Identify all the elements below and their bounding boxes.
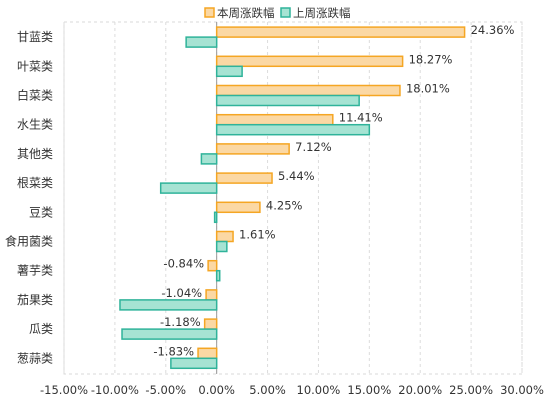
bar-last-week bbox=[159, 182, 218, 194]
bar-last-week bbox=[121, 328, 218, 340]
category-label: 食用菌类 bbox=[5, 234, 53, 249]
bars bbox=[119, 26, 466, 370]
data-label: 1.61% bbox=[239, 228, 276, 242]
bar-this-week bbox=[215, 26, 466, 38]
data-label: 18.27% bbox=[409, 52, 453, 66]
legend-swatch bbox=[280, 7, 291, 18]
bar-last-week bbox=[215, 123, 371, 136]
bar-this-week bbox=[215, 172, 273, 184]
bar-last-week bbox=[215, 269, 221, 282]
data-label: -1.83% bbox=[153, 344, 194, 358]
bar-this-week bbox=[197, 347, 218, 360]
bar-last-week bbox=[119, 299, 218, 311]
legend-swatch bbox=[204, 7, 215, 18]
category-label: 茄果类 bbox=[17, 293, 53, 307]
data-label: 5.44% bbox=[278, 169, 315, 183]
data-label: 7.12% bbox=[295, 140, 332, 154]
data-label: 11.41% bbox=[339, 111, 383, 125]
data-label: -1.04% bbox=[161, 286, 202, 300]
grid bbox=[63, 21, 523, 375]
x-tick-label: 20.00% bbox=[398, 383, 442, 397]
bar-last-week bbox=[170, 357, 218, 370]
x-tick-label: 30.00% bbox=[500, 383, 544, 397]
plot-border bbox=[63, 21, 523, 375]
x-tick-label: 5.00% bbox=[249, 383, 286, 397]
data-label: 18.01% bbox=[406, 82, 450, 96]
bar-last-week bbox=[215, 240, 228, 253]
bar-last-week bbox=[200, 153, 218, 165]
data-labels: 24.36% 18.27% 18.01% 11.41% 7.12% 5.44% 4.25% 1… bbox=[153, 23, 514, 358]
category-label: 叶菜类 bbox=[17, 59, 53, 73]
bar-this-week bbox=[215, 143, 290, 155]
x-tick-label: -10.00% bbox=[91, 383, 139, 397]
bar-this-week bbox=[207, 259, 218, 272]
bar-last-week bbox=[215, 94, 360, 107]
category-label: 甘蓝类 bbox=[17, 30, 53, 44]
x-tick-label: 0.00% bbox=[198, 383, 235, 397]
bar-last-week bbox=[213, 211, 218, 224]
bar-this-week bbox=[215, 201, 261, 214]
bar-this-week bbox=[203, 318, 218, 330]
legend-label: 上周涨跌幅 bbox=[293, 6, 351, 20]
x-tick-label: 10.00% bbox=[297, 383, 341, 397]
data-label: 24.36% bbox=[471, 23, 515, 37]
bar-last-week bbox=[215, 65, 243, 78]
data-label: -0.84% bbox=[163, 257, 204, 271]
x-tick-label: 25.00% bbox=[449, 383, 493, 397]
category-label: 瓜类 bbox=[29, 322, 53, 336]
bar-this-week bbox=[215, 230, 234, 243]
bar-this-week bbox=[215, 55, 404, 68]
x-axis-ticks: -15.00% -10.00% -5.00% 0.00% 5.00% 10.00% 15.0… bbox=[40, 383, 544, 397]
bar-this-week bbox=[215, 113, 334, 126]
data-label: -1.18% bbox=[160, 315, 201, 329]
data-label: 4.25% bbox=[266, 198, 303, 212]
category-label: 白菜类 bbox=[17, 88, 53, 103]
category-label: 豆类 bbox=[29, 205, 53, 219]
x-tick-label: -15.00% bbox=[40, 383, 88, 397]
bar-last-week bbox=[185, 36, 218, 48]
legend: 本周涨跌幅 上周涨跌幅 bbox=[204, 6, 351, 20]
x-tick-label: 15.00% bbox=[347, 383, 391, 397]
category-label: 其他类 bbox=[17, 147, 53, 161]
category-label: 葱蒜类 bbox=[17, 351, 53, 365]
category-label: 根菜类 bbox=[17, 176, 53, 190]
bar-this-week bbox=[205, 289, 218, 301]
bar-this-week bbox=[215, 84, 401, 97]
category-label: 水生类 bbox=[17, 118, 53, 132]
legend-label: 本周涨跌幅 bbox=[217, 6, 275, 20]
x-tick-label: -5.00% bbox=[145, 383, 186, 397]
category-label: 薯芋类 bbox=[17, 264, 53, 278]
